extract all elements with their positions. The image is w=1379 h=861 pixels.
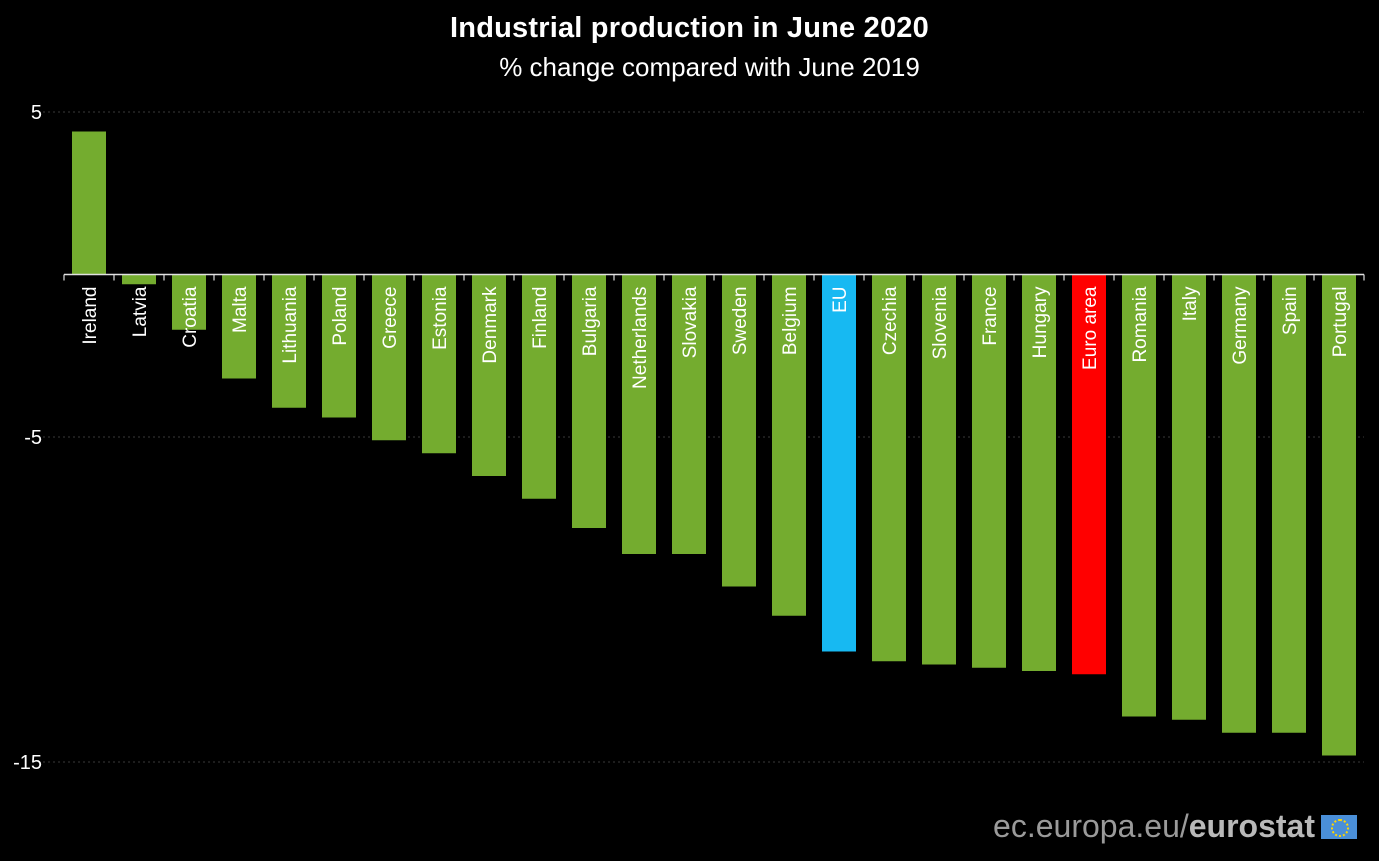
bar-hungary bbox=[1022, 274, 1056, 671]
category-label: Finland bbox=[530, 287, 551, 349]
bar-euro-area bbox=[1072, 274, 1106, 675]
category-label: Latvia bbox=[130, 286, 151, 337]
bar-denmark bbox=[472, 274, 506, 476]
chart-title: Industrial production in June 2020 bbox=[450, 12, 929, 44]
category-label: Italy bbox=[1180, 286, 1201, 321]
bar-croatia bbox=[172, 274, 206, 330]
source-footer: ec.europa.eu/eurostat bbox=[993, 808, 1357, 845]
bar-belgium bbox=[772, 274, 806, 616]
eu-flag-icon bbox=[1321, 814, 1357, 839]
bar-sweden bbox=[722, 274, 756, 587]
bar-portugal bbox=[1322, 274, 1356, 756]
y-tick-label: 5 bbox=[31, 102, 42, 124]
bar-bulgaria bbox=[572, 274, 606, 528]
bar-eu bbox=[822, 274, 856, 652]
bar-finland bbox=[522, 274, 556, 499]
category-label: Slovenia bbox=[930, 286, 951, 359]
bar-lithuania bbox=[272, 274, 306, 408]
bar-slovenia bbox=[922, 274, 956, 665]
bar-estonia bbox=[422, 274, 456, 454]
bar-malta bbox=[222, 274, 256, 379]
bar-greece bbox=[372, 274, 406, 441]
category-label: Hungary bbox=[1030, 286, 1051, 358]
category-label: France bbox=[980, 287, 1001, 346]
y-tick-label: -5 bbox=[24, 427, 42, 449]
category-label: Greece bbox=[380, 287, 401, 349]
category-label: Euro area bbox=[1080, 286, 1101, 370]
category-label: Netherlands bbox=[630, 287, 651, 389]
category-label: Croatia bbox=[180, 286, 201, 348]
footer-domain: ec.europa.eu/ bbox=[993, 808, 1189, 844]
category-label: Spain bbox=[1280, 287, 1301, 336]
category-labels: Ireland Latvia Croatia Malta Lithuania Poland… bbox=[80, 286, 1351, 389]
bar-italy bbox=[1172, 274, 1206, 720]
bar-poland bbox=[322, 274, 356, 418]
category-label: Czechia bbox=[880, 286, 901, 355]
bar-ireland bbox=[72, 131, 106, 275]
category-label: Bulgaria bbox=[580, 286, 601, 356]
bar-romania bbox=[1122, 274, 1156, 717]
zero-axis bbox=[63, 273, 1365, 281]
category-label: Portugal bbox=[1330, 287, 1351, 358]
category-label: Malta bbox=[230, 286, 251, 333]
chart-subtitle: % change compared with June 2019 bbox=[499, 52, 920, 82]
category-label: EU bbox=[830, 287, 851, 313]
category-label: Germany bbox=[1230, 286, 1251, 365]
category-label: Denmark bbox=[480, 286, 501, 364]
bar-netherlands bbox=[622, 274, 656, 554]
footer-brand: eurostat bbox=[1188, 808, 1315, 844]
category-label: Slovakia bbox=[680, 286, 701, 358]
category-label: Poland bbox=[330, 287, 351, 346]
bar-slovakia bbox=[672, 274, 706, 554]
y-tick-label: -15 bbox=[13, 752, 42, 774]
bar-latvia bbox=[122, 274, 156, 285]
y-tick-labels: 5 -5 -15 bbox=[13, 102, 42, 774]
bar-czechia bbox=[872, 274, 906, 662]
category-label: Belgium bbox=[780, 287, 801, 356]
category-label: Ireland bbox=[80, 287, 101, 345]
bar-france bbox=[972, 274, 1006, 668]
category-label: Sweden bbox=[730, 287, 751, 356]
category-label: Estonia bbox=[430, 286, 451, 350]
bar-germany bbox=[1222, 274, 1256, 733]
bar-spain bbox=[1272, 274, 1306, 733]
bars bbox=[72, 131, 1356, 756]
category-label: Romania bbox=[1130, 286, 1151, 362]
category-label: Lithuania bbox=[280, 286, 301, 364]
